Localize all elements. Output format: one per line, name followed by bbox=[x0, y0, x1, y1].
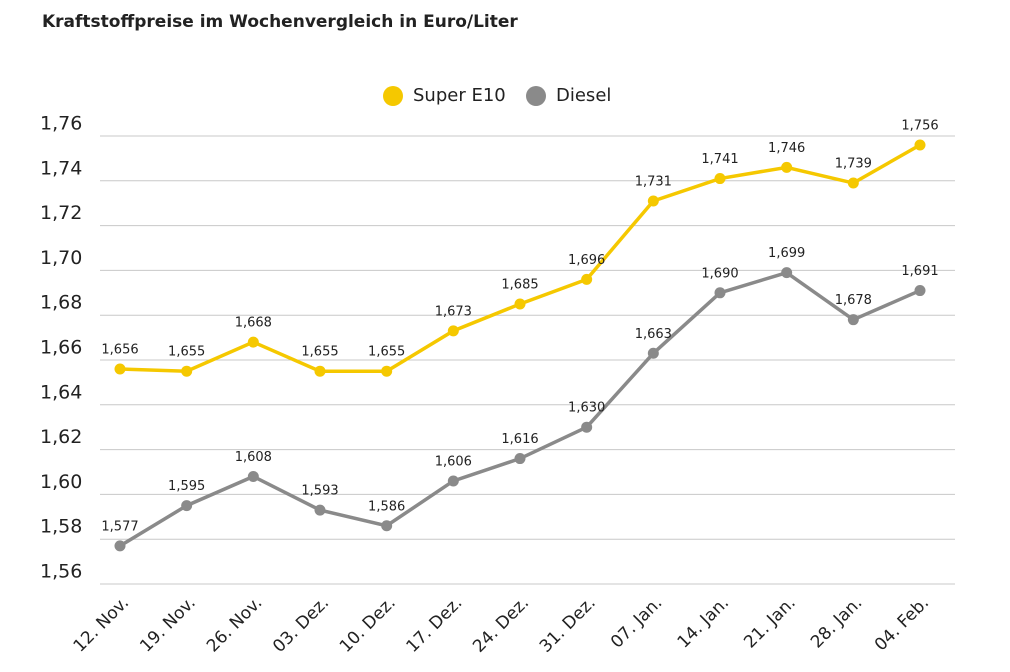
y-tick-label: 1,56 bbox=[40, 561, 82, 583]
data-label: 1,696 bbox=[568, 253, 605, 268]
x-tick-label: 14. Jan. bbox=[674, 593, 733, 652]
data-label: 1,685 bbox=[501, 278, 538, 293]
data-label: 1,699 bbox=[768, 246, 805, 261]
data-label: 1,741 bbox=[701, 152, 738, 167]
data-point bbox=[914, 139, 926, 151]
data-point bbox=[314, 365, 326, 377]
data-label: 1,586 bbox=[368, 499, 405, 514]
data-point bbox=[647, 347, 659, 359]
data-label: 1,746 bbox=[768, 141, 805, 156]
x-tick-label: 26. Nov. bbox=[203, 593, 266, 656]
data-label: 1,756 bbox=[901, 118, 938, 133]
data-point bbox=[247, 336, 259, 348]
data-label: 1,678 bbox=[835, 293, 872, 308]
data-label: 1,663 bbox=[635, 327, 672, 342]
y-tick-label: 1,74 bbox=[40, 157, 82, 179]
data-point bbox=[447, 475, 459, 487]
data-label: 1,593 bbox=[301, 484, 338, 499]
data-point bbox=[847, 177, 859, 189]
data-point bbox=[714, 173, 726, 185]
data-label: 1,608 bbox=[235, 450, 272, 465]
data-label: 1,656 bbox=[101, 342, 138, 357]
x-tick-label: 31. Dez. bbox=[536, 593, 600, 657]
x-tick-label: 19. Nov. bbox=[136, 593, 199, 656]
y-tick-label: 1,70 bbox=[40, 247, 82, 269]
y-tick-label: 1,60 bbox=[40, 471, 82, 493]
x-tick-label: 24. Dez. bbox=[469, 593, 533, 657]
data-point bbox=[514, 298, 526, 310]
data-point bbox=[781, 267, 793, 279]
data-label: 1,739 bbox=[835, 157, 872, 172]
y-tick-label: 1,66 bbox=[40, 337, 82, 359]
data-point bbox=[114, 363, 126, 375]
data-point bbox=[514, 453, 526, 465]
y-tick-label: 1,64 bbox=[40, 381, 82, 403]
data-point bbox=[381, 365, 393, 377]
data-label: 1,668 bbox=[235, 316, 272, 331]
data-label: 1,630 bbox=[568, 401, 605, 416]
data-point bbox=[114, 540, 126, 552]
legend-label: Diesel bbox=[556, 85, 611, 106]
y-tick-label: 1,72 bbox=[40, 202, 82, 224]
x-tick-label: 21. Jan. bbox=[740, 593, 799, 652]
data-point bbox=[847, 314, 859, 326]
data-point bbox=[381, 520, 393, 532]
data-point bbox=[781, 161, 793, 173]
x-tick-label: 17. Dez. bbox=[403, 593, 467, 657]
data-label: 1,606 bbox=[435, 454, 472, 469]
data-point bbox=[181, 365, 193, 377]
data-label: 1,731 bbox=[635, 174, 672, 189]
x-tick-label: 07. Jan. bbox=[607, 593, 666, 652]
legend-label: Super E10 bbox=[413, 85, 506, 106]
x-tick-label: 10. Dez. bbox=[336, 593, 400, 657]
data-label: 1,577 bbox=[101, 519, 138, 534]
y-tick-label: 1,58 bbox=[40, 516, 82, 538]
legend-marker bbox=[383, 86, 403, 106]
data-point bbox=[714, 287, 726, 299]
data-point bbox=[581, 273, 593, 285]
data-point bbox=[581, 421, 593, 433]
data-point bbox=[314, 504, 326, 516]
data-point bbox=[181, 500, 193, 512]
legend-marker bbox=[526, 86, 546, 106]
data-label: 1,655 bbox=[168, 345, 205, 360]
series-line bbox=[119, 270, 921, 548]
x-tick-label: 28. Jan. bbox=[807, 593, 866, 652]
data-label: 1,655 bbox=[301, 345, 338, 360]
data-label: 1,616 bbox=[501, 432, 538, 447]
x-tick-label: 03. Dez. bbox=[269, 593, 333, 657]
y-tick-label: 1,68 bbox=[40, 292, 82, 314]
x-tick-label: 12. Nov. bbox=[70, 593, 133, 656]
data-point bbox=[647, 195, 659, 207]
data-point bbox=[914, 285, 926, 297]
x-tick-label: 04. Feb. bbox=[871, 593, 933, 655]
y-tick-label: 1,76 bbox=[40, 113, 82, 135]
data-point bbox=[447, 325, 459, 337]
data-label: 1,673 bbox=[435, 304, 472, 319]
data-label: 1,690 bbox=[701, 266, 738, 281]
data-label: 1,595 bbox=[168, 479, 205, 494]
data-label: 1,691 bbox=[901, 264, 938, 279]
data-label: 1,655 bbox=[368, 345, 405, 360]
chart-title: Kraftstoffpreise im Wochenvergleich in E… bbox=[42, 12, 518, 32]
data-point bbox=[247, 470, 259, 482]
y-tick-label: 1,62 bbox=[40, 426, 82, 448]
